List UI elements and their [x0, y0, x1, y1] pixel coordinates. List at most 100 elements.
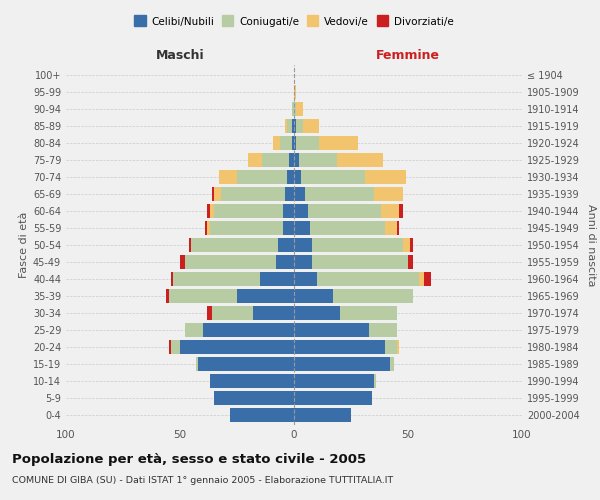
Bar: [173, 272, 260, 286]
Bar: [237, 289, 294, 303]
Bar: [280, 136, 292, 150]
Bar: [390, 357, 394, 371]
Bar: [196, 357, 198, 371]
Bar: [278, 238, 294, 252]
Bar: [203, 323, 294, 337]
Bar: [253, 306, 294, 320]
Bar: [385, 340, 397, 354]
Text: COMUNE DI GIBA (SU) - Dati ISTAT 1° gennaio 2005 - Elaborazione TUTTITALIA.IT: COMUNE DI GIBA (SU) - Dati ISTAT 1° genn…: [12, 476, 393, 485]
Bar: [185, 255, 276, 269]
Bar: [365, 170, 406, 184]
Bar: [208, 306, 212, 320]
Text: Femmine: Femmine: [376, 48, 440, 62]
Bar: [310, 221, 385, 235]
Bar: [230, 408, 294, 422]
Bar: [209, 374, 294, 388]
Bar: [208, 221, 209, 235]
Bar: [285, 119, 287, 133]
Bar: [303, 119, 319, 133]
Bar: [276, 255, 294, 269]
Bar: [294, 323, 369, 337]
Bar: [312, 238, 403, 252]
Bar: [301, 170, 365, 184]
Bar: [169, 340, 171, 354]
Bar: [419, 272, 424, 286]
Bar: [397, 340, 399, 354]
Bar: [294, 238, 312, 252]
Bar: [283, 204, 294, 218]
Bar: [294, 136, 296, 150]
Bar: [294, 391, 371, 405]
Bar: [212, 187, 214, 201]
Bar: [397, 221, 399, 235]
Bar: [180, 255, 185, 269]
Bar: [319, 136, 358, 150]
Bar: [305, 187, 374, 201]
Bar: [403, 238, 410, 252]
Bar: [296, 102, 303, 116]
Bar: [209, 204, 214, 218]
Bar: [369, 323, 397, 337]
Bar: [294, 357, 390, 371]
Y-axis label: Anni di nascita: Anni di nascita: [586, 204, 596, 286]
Bar: [374, 374, 376, 388]
Bar: [185, 323, 203, 337]
Bar: [191, 238, 278, 252]
Bar: [189, 238, 191, 252]
Bar: [294, 221, 310, 235]
Bar: [294, 170, 301, 184]
Bar: [171, 272, 173, 286]
Bar: [294, 340, 385, 354]
Bar: [294, 187, 305, 201]
Bar: [260, 272, 294, 286]
Bar: [385, 221, 397, 235]
Bar: [292, 119, 294, 133]
Bar: [296, 119, 303, 133]
Bar: [294, 374, 374, 388]
Text: Popolazione per età, sesso e stato civile - 2005: Popolazione per età, sesso e stato civil…: [12, 452, 366, 466]
Bar: [214, 204, 283, 218]
Bar: [312, 255, 408, 269]
Bar: [208, 204, 209, 218]
Bar: [214, 391, 294, 405]
Bar: [380, 204, 399, 218]
Bar: [294, 85, 296, 99]
Bar: [274, 136, 280, 150]
Bar: [296, 136, 319, 150]
Bar: [294, 255, 312, 269]
Bar: [198, 357, 294, 371]
Bar: [374, 187, 403, 201]
Bar: [299, 153, 337, 167]
Bar: [292, 136, 294, 150]
Bar: [262, 153, 289, 167]
Bar: [308, 204, 380, 218]
Bar: [214, 187, 221, 201]
Bar: [248, 153, 262, 167]
Bar: [294, 204, 308, 218]
Bar: [294, 272, 317, 286]
Bar: [424, 272, 431, 286]
Legend: Celibi/Nubili, Coniugati/e, Vedovi/e, Divorziati/e: Celibi/Nubili, Coniugati/e, Vedovi/e, Di…: [130, 12, 458, 31]
Bar: [292, 102, 294, 116]
Bar: [294, 408, 351, 422]
Bar: [205, 221, 208, 235]
Bar: [317, 272, 419, 286]
Bar: [287, 170, 294, 184]
Bar: [285, 187, 294, 201]
Bar: [237, 170, 287, 184]
Bar: [294, 153, 299, 167]
Text: Maschi: Maschi: [155, 48, 205, 62]
Bar: [340, 306, 397, 320]
Bar: [333, 289, 413, 303]
Bar: [294, 289, 333, 303]
Bar: [337, 153, 383, 167]
Y-axis label: Fasce di età: Fasce di età: [19, 212, 29, 278]
Bar: [169, 289, 237, 303]
Bar: [209, 221, 283, 235]
Bar: [171, 340, 180, 354]
Bar: [287, 119, 292, 133]
Bar: [219, 170, 237, 184]
Bar: [221, 187, 285, 201]
Bar: [166, 289, 169, 303]
Bar: [212, 306, 253, 320]
